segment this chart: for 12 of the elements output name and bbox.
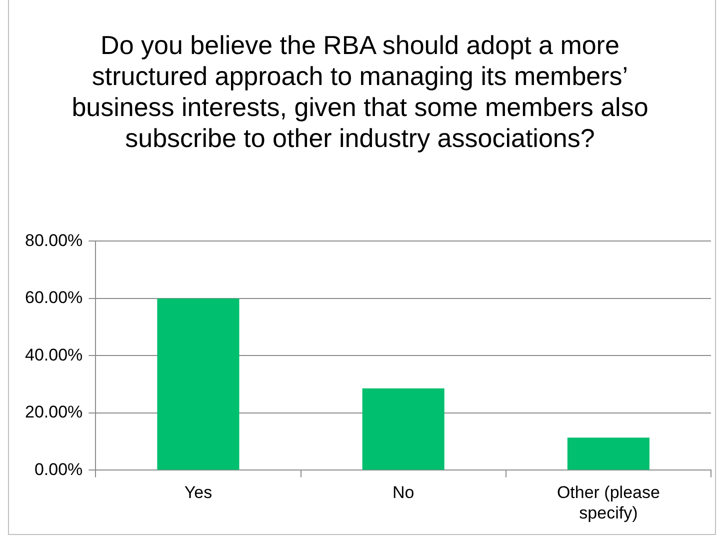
chart-title: Do you believe the RBA should adopt a more structured approach to managing its members’ business interests, given that some members also subscribe to other industry associations?: [70, 30, 650, 154]
bar: [567, 438, 650, 470]
bar: [362, 388, 444, 470]
y-tick-label: 60.00%: [24, 288, 83, 308]
y-tick-label: 40.00%: [24, 345, 83, 364]
y-tick-label: 0.00%: [34, 460, 83, 479]
bar: [157, 298, 240, 470]
x-tick-label: Yes: [184, 483, 212, 502]
y-tick-label: 80.00%: [24, 230, 83, 250]
y-tick-label: 20.00%: [24, 402, 83, 422]
x-tick-label: No: [392, 483, 414, 502]
x-tick-label: Other (please specify): [556, 483, 660, 522]
